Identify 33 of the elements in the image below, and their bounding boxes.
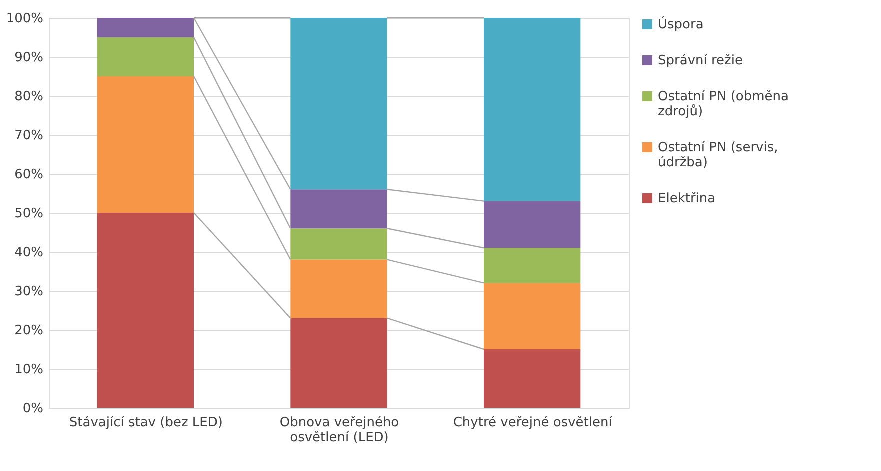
bar xyxy=(97,38,194,76)
bar xyxy=(290,228,388,260)
legend-label: Správní režie xyxy=(658,54,743,68)
bar xyxy=(484,350,581,408)
y-tick-label: 80% xyxy=(14,90,44,104)
bar xyxy=(290,318,388,408)
legend-label: Ostatní PN (servis, údržba) xyxy=(658,140,778,170)
legend-label: Ostatní PN (obměna zdrojů) xyxy=(658,90,789,120)
y-tick-label: 30% xyxy=(14,284,44,300)
legend-label: Úspora xyxy=(658,16,704,32)
x-tick-label: Obnova veřejného osvětlení (LED) xyxy=(280,416,400,446)
bar xyxy=(290,18,388,190)
y-tick-label: 0% xyxy=(22,402,44,416)
y-tick-label: 10% xyxy=(14,362,44,378)
y-tick-label: 50% xyxy=(14,206,44,222)
legend-label: Elektřina xyxy=(658,192,716,206)
bar xyxy=(484,18,581,202)
y-tick-label: 40% xyxy=(14,246,44,260)
bar xyxy=(484,201,581,248)
bar xyxy=(97,76,194,213)
bar xyxy=(484,283,581,350)
bar xyxy=(97,213,194,408)
bar xyxy=(484,248,581,284)
x-tick-label: Stávající stav (bez LED) xyxy=(69,416,223,430)
y-tick-label: 100% xyxy=(6,12,44,26)
y-tick-label: 90% xyxy=(14,50,44,66)
bar xyxy=(97,18,194,38)
y-tick-label: 20% xyxy=(14,324,44,338)
y-tick-label: 60% xyxy=(14,168,44,182)
bar xyxy=(290,190,388,229)
x-tick-label: Chytré veřejné osvětlení xyxy=(453,416,613,430)
bar xyxy=(290,260,388,318)
y-tick-label: 70% xyxy=(14,128,44,144)
